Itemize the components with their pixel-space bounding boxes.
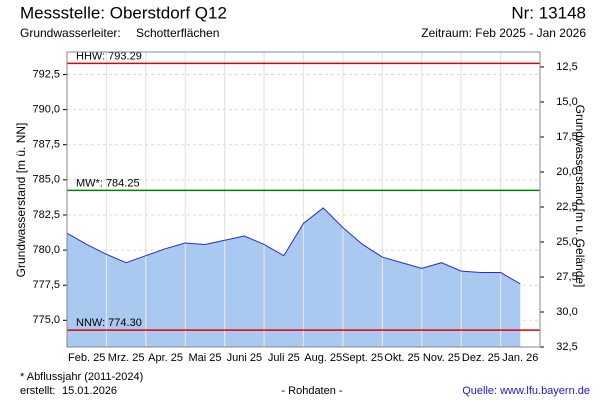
x-tick-label: Dez. 25 [462, 352, 500, 364]
y2-tick-label: 17,5 [556, 131, 577, 143]
y2-tick-label: 27,5 [556, 271, 577, 283]
y-tick-label: 790,0 [32, 104, 60, 116]
reference-label: HHW: 793.29 [76, 50, 142, 62]
y2-tick-label: 30,0 [556, 306, 577, 318]
reference-label: MW*: 784.25 [76, 177, 140, 189]
y2-tick-label: 32,5 [556, 341, 577, 353]
chart-title: Messstelle: Oberstdorf Q12 [20, 3, 227, 22]
area-fill [67, 207, 521, 347]
y-tick-label: 792,5 [32, 68, 60, 80]
created-label: erstellt: [20, 385, 55, 397]
period: Zeitraum: Feb 2025 - Jan 2026 [421, 26, 586, 40]
y-tick-label: 787,5 [32, 139, 60, 151]
x-tick-label: Okt. 25 [384, 352, 419, 364]
x-tick-label: Mai 25 [188, 352, 221, 364]
x-tick-label: Feb. 25 [68, 352, 105, 364]
plot-frame [66, 51, 541, 348]
data-note: - Rohdaten - [281, 385, 342, 397]
x-tick-label: Apr. 25 [148, 352, 183, 364]
x-tick-label: Nov. 25 [423, 352, 460, 364]
y2-tick-label: 22,5 [556, 201, 577, 213]
y2-axis-label: Grundwasserstand [m u. Gelände] [573, 105, 587, 288]
series-line [66, 207, 521, 285]
aquifer-label: Grundwasserleiter: [20, 26, 121, 40]
y2-tick-label: 20,0 [556, 166, 577, 178]
chart-number: Nr: 13148 [511, 3, 586, 22]
x-tick-label: Aug. 25 [304, 352, 342, 364]
y-tick-label: 780,0 [32, 244, 60, 256]
source[interactable]: Quelle: www.lfu.bayern.de [462, 385, 590, 397]
y-tick-label: 782,5 [32, 209, 60, 221]
y-axis-label: Grundwasserstand [m ü. NN] [14, 123, 28, 278]
y2-tick-label: 25,0 [556, 236, 577, 248]
y2-tick-label: 15,0 [556, 96, 577, 108]
y-tick-label: 777,5 [32, 279, 60, 291]
y-tick-label: 775,0 [32, 314, 60, 326]
x-tick-label: Juli 25 [268, 352, 300, 364]
y-tick-label: 785,0 [32, 174, 60, 186]
aquifer-value: Schotterflächen [136, 26, 219, 40]
reference-label: NNW: 774.30 [76, 317, 142, 329]
created-date: 15.01.2026 [62, 385, 117, 397]
x-tick-label: Mrz. 25 [108, 352, 145, 364]
x-tick-label: Juni 25 [227, 352, 262, 364]
x-tick-label: Sept. 25 [342, 352, 383, 364]
y2-tick-label: 12,5 [556, 61, 577, 73]
footnote: * Abflussjahr (2011-2024) [20, 371, 143, 383]
x-tick-label: Jan. 26 [502, 352, 538, 364]
